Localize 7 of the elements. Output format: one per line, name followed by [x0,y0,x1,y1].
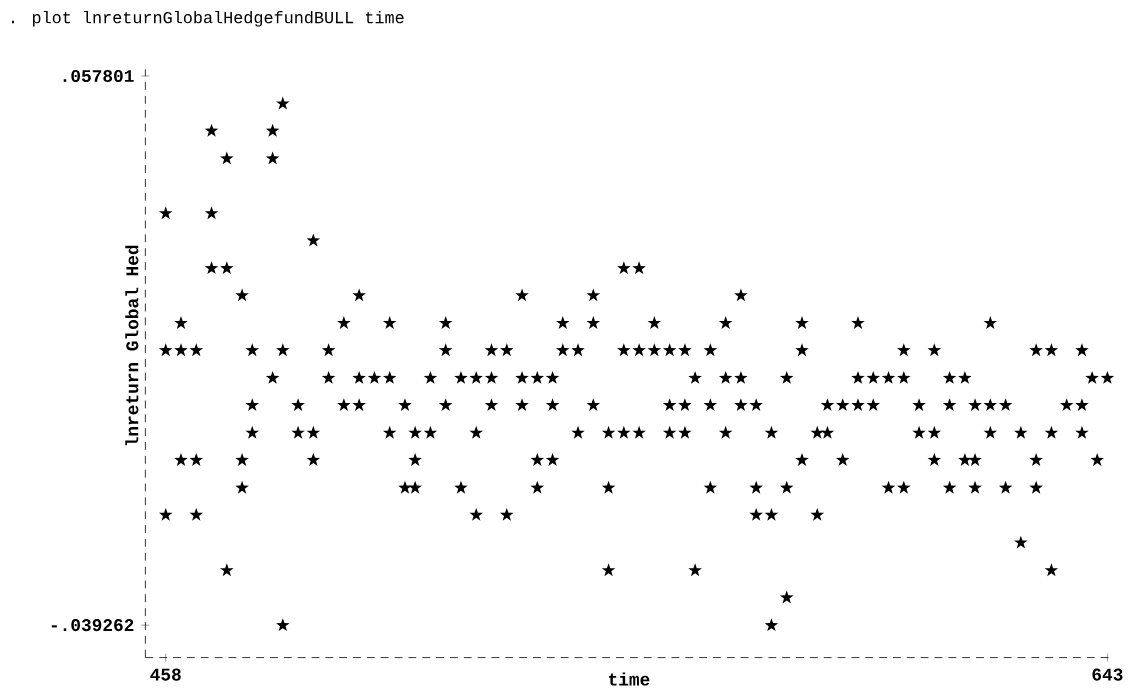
y-tick-label: -.039262 [51,618,134,632]
x-tick-label: 643 [1092,668,1123,681]
y-tick-label: .057801 [63,69,134,82]
x-axis-title: time [608,672,650,686]
y-axis-title: lnreturn Global Hed [125,245,139,446]
chart-title: . plot lnreturnGlobalHedgefundBULL time [12,10,404,27]
x-tick-label: 458 [150,668,181,681]
